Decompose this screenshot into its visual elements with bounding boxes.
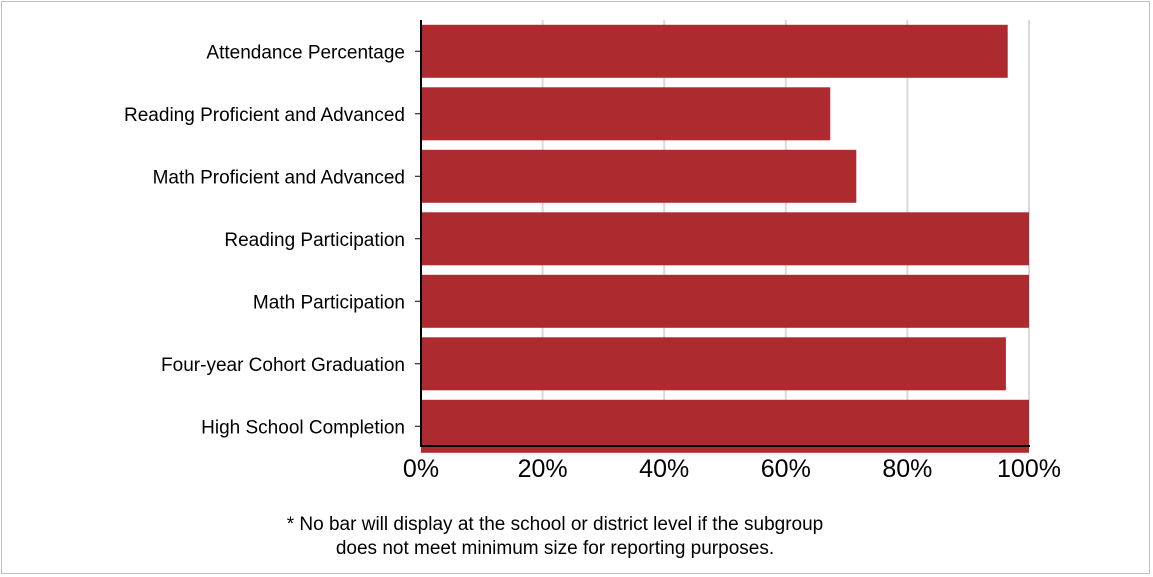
x-tick-label: 40% [639, 455, 689, 483]
footnote: * No bar will display at the school or d… [0, 513, 1110, 561]
bar [421, 274, 1029, 328]
category-label: Reading Participation [224, 230, 405, 251]
x-tick-label: 0% [403, 455, 439, 483]
bars [421, 24, 1029, 453]
bar [421, 212, 1029, 266]
x-tick-labels: 0% 20% 40% 60% 80% 100% [403, 455, 1061, 483]
x-tick-label: 60% [761, 455, 811, 483]
bar-chart: Attendance Percentage Reading Proficient … [124, 20, 1061, 483]
bar [421, 337, 1006, 391]
category-label: Four-year Cohort Graduation [161, 355, 405, 376]
x-tick-label: 20% [518, 455, 568, 483]
category-label: Math Proficient and Advanced [153, 167, 405, 188]
category-label: High School Completion [201, 417, 405, 438]
category-label: Math Participation [253, 292, 405, 313]
bar [421, 24, 1008, 78]
x-tick-label: 80% [882, 455, 932, 483]
x-tick-label: 100% [997, 455, 1061, 483]
footnote-line-1: * No bar will display at the school or d… [286, 514, 824, 535]
bar [421, 149, 857, 203]
bar [421, 87, 831, 141]
category-label: Reading Proficient and Advanced [124, 105, 405, 126]
bar [421, 399, 1029, 453]
category-label: Attendance Percentage [206, 42, 405, 63]
category-labels: Attendance Percentage Reading Proficient … [124, 42, 405, 438]
footnote-line-2: does not meet minimum size for reporting… [335, 538, 775, 559]
axes [415, 20, 1030, 447]
